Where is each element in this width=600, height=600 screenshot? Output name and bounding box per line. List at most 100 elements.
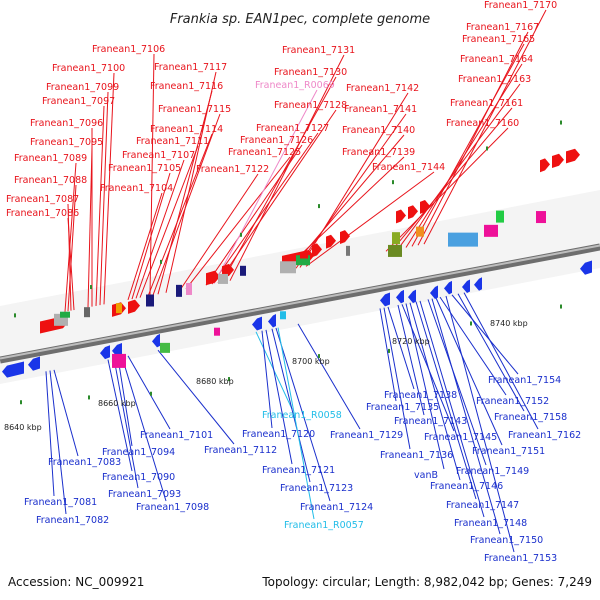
- reverse-gene-arrow[interactable]: [2, 361, 24, 378]
- gene-block[interactable]: [112, 353, 126, 368]
- gene-block[interactable]: [392, 232, 400, 245]
- bottom-gene-label[interactable]: Franean1_7152: [476, 396, 549, 407]
- bottom-gene-label[interactable]: Franean1_7121: [262, 465, 335, 476]
- forward-gene-arrow[interactable]: [552, 153, 564, 169]
- gene-block[interactable]: [484, 224, 498, 237]
- top-gene-label[interactable]: Franean1_7127: [256, 123, 329, 134]
- gene-block[interactable]: [116, 303, 122, 314]
- top-gene-label[interactable]: Franean1_7164: [460, 54, 533, 65]
- gene-block[interactable]: [296, 255, 310, 266]
- top-gene-label[interactable]: Franean1_7170: [484, 0, 557, 11]
- gene-block[interactable]: [186, 282, 192, 295]
- top-gene-label[interactable]: Franean1_7125: [228, 147, 301, 158]
- forward-gene-arrow[interactable]: [312, 243, 322, 258]
- bottom-gene-label[interactable]: Franean1_7124: [300, 502, 373, 513]
- top-gene-label[interactable]: Franean1_7107: [122, 150, 195, 161]
- reverse-gene-arrow[interactable]: [408, 289, 416, 304]
- top-gene-label[interactable]: Franean1_7097: [42, 96, 115, 107]
- reverse-gene-arrow[interactable]: [112, 343, 122, 357]
- forward-gene-arrow[interactable]: [340, 230, 350, 244]
- top-gene-label[interactable]: Franean1_R0069: [255, 80, 335, 91]
- bottom-gene-label[interactable]: Franean1_7143: [394, 416, 467, 427]
- bottom-gene-label[interactable]: Franean1_7120: [242, 429, 315, 440]
- forward-gene-arrow[interactable]: [408, 205, 418, 220]
- top-gene-label[interactable]: Franean1_7144: [372, 162, 445, 173]
- reverse-gene-arrow[interactable]: [396, 289, 404, 304]
- bottom-gene-label[interactable]: Franean1_7081: [24, 497, 97, 508]
- bottom-gene-label[interactable]: Franean1_7150: [470, 535, 543, 546]
- gene-block[interactable]: [60, 311, 70, 318]
- bottom-gene-label[interactable]: Franean1_7093: [108, 489, 181, 500]
- top-gene-label[interactable]: Franean1_7165: [462, 34, 535, 45]
- gene-block[interactable]: [218, 273, 228, 284]
- gene-block[interactable]: [176, 284, 182, 297]
- top-gene-label[interactable]: Franean1_7126: [240, 135, 313, 146]
- top-gene-label[interactable]: Franean1_7086: [6, 208, 79, 219]
- bottom-gene-label[interactable]: Franean1_7145: [424, 432, 497, 443]
- top-gene-label[interactable]: Franean1_7116: [150, 81, 223, 92]
- reverse-gene-arrow[interactable]: [28, 356, 40, 371]
- reverse-gene-arrow[interactable]: [152, 333, 160, 348]
- bottom-gene-label[interactable]: Franean1_7083: [48, 457, 121, 468]
- top-gene-label[interactable]: Franean1_7096: [30, 118, 103, 129]
- forward-gene-arrow[interactable]: [206, 270, 220, 286]
- top-gene-label[interactable]: Franean1_7115: [158, 104, 231, 115]
- reverse-gene-arrow[interactable]: [462, 279, 470, 293]
- bottom-gene-label[interactable]: Franean1_7154: [488, 375, 561, 386]
- gene-block[interactable]: [84, 307, 90, 318]
- top-gene-label[interactable]: Franean1_7142: [346, 83, 419, 94]
- bottom-gene-label[interactable]: Franean1_R0057: [284, 520, 364, 531]
- reverse-gene-arrow[interactable]: [252, 316, 262, 331]
- top-gene-label[interactable]: Franean1_7140: [342, 125, 415, 136]
- top-gene-label[interactable]: Franean1_7095: [30, 137, 103, 148]
- bottom-gene-label[interactable]: Franean1_7158: [494, 412, 567, 423]
- forward-gene-arrow[interactable]: [396, 209, 406, 224]
- top-gene-label[interactable]: Franean1_7167: [466, 22, 539, 33]
- reverse-gene-arrow[interactable]: [580, 260, 592, 275]
- bottom-gene-label[interactable]: Franean1_7146: [430, 481, 503, 492]
- bottom-gene-label[interactable]: Franean1_7094: [102, 447, 175, 458]
- bottom-gene-label[interactable]: Franean1_R0058: [262, 410, 342, 421]
- top-gene-label[interactable]: Franean1_7163: [458, 74, 531, 85]
- top-gene-label[interactable]: Franean1_7139: [342, 147, 415, 158]
- reverse-gene-arrow[interactable]: [100, 345, 110, 360]
- reverse-gene-arrow[interactable]: [474, 277, 482, 291]
- bottom-gene-label[interactable]: Franean1_7135: [366, 402, 439, 413]
- top-gene-label[interactable]: Franean1_7105: [108, 163, 181, 174]
- forward-gene-arrow[interactable]: [420, 200, 430, 214]
- reverse-gene-arrow[interactable]: [380, 292, 390, 307]
- gene-block[interactable]: [300, 252, 308, 259]
- reverse-gene-arrow[interactable]: [444, 280, 452, 295]
- top-gene-label[interactable]: Franean1_7117: [154, 62, 227, 73]
- top-gene-label[interactable]: Franean1_7122: [196, 164, 269, 175]
- bottom-gene-label[interactable]: Franean1_7082: [36, 515, 109, 526]
- top-gene-label[interactable]: Franean1_7114: [150, 124, 223, 135]
- bottom-gene-label[interactable]: Franean1_7149: [456, 466, 529, 477]
- gene-block[interactable]: [416, 226, 424, 237]
- gene-block[interactable]: [536, 211, 546, 224]
- gene-block[interactable]: [214, 327, 220, 336]
- top-gene-label[interactable]: Franean1_7089: [14, 153, 87, 164]
- forward-gene-arrow[interactable]: [326, 234, 336, 249]
- top-gene-label[interactable]: Franean1_7130: [274, 67, 347, 78]
- gene-block[interactable]: [280, 261, 296, 274]
- bottom-gene-label[interactable]: Franean1_7138: [384, 390, 457, 401]
- top-gene-label[interactable]: Franean1_7131: [282, 45, 355, 56]
- top-gene-label[interactable]: Franean1_7141: [344, 104, 417, 115]
- top-gene-label[interactable]: Franean1_7087: [6, 194, 79, 205]
- top-gene-label[interactable]: Franean1_7106: [92, 44, 165, 55]
- forward-gene-arrow[interactable]: [540, 158, 550, 173]
- top-gene-label[interactable]: Franean1_7104: [100, 183, 173, 194]
- gene-block[interactable]: [388, 244, 402, 257]
- forward-gene-arrow[interactable]: [566, 148, 580, 164]
- gene-block[interactable]: [346, 245, 350, 256]
- gene-block[interactable]: [146, 294, 154, 307]
- top-gene-label[interactable]: Franean1_7088: [14, 175, 87, 186]
- reverse-gene-arrow[interactable]: [430, 285, 438, 300]
- top-gene-label[interactable]: Franean1_7128: [274, 100, 347, 111]
- bottom-gene-label[interactable]: Franean1_7136: [380, 450, 453, 461]
- bottom-gene-label[interactable]: Franean1_7101: [140, 430, 213, 441]
- gene-block[interactable]: [240, 265, 246, 276]
- gene-block[interactable]: [160, 342, 170, 353]
- bottom-gene-label[interactable]: Franean1_7112: [204, 445, 277, 456]
